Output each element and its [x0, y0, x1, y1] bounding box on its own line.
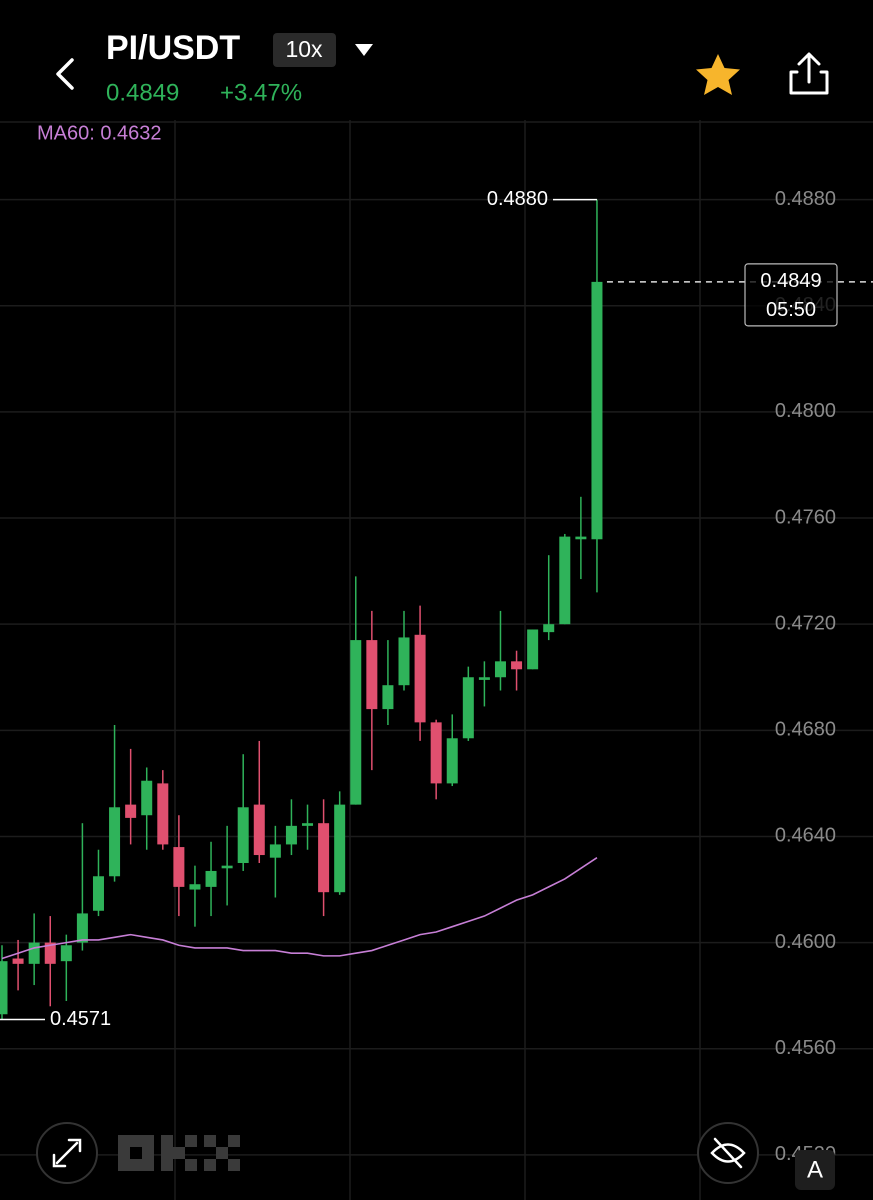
candle-body [28, 942, 40, 964]
candle-body [173, 847, 185, 887]
candle-body [543, 624, 555, 633]
y-tick-label: 0.4760 [775, 506, 836, 528]
candle-body [237, 807, 249, 863]
collapse-icon [52, 1138, 82, 1168]
candle-body [511, 661, 523, 670]
change: +3.47% [220, 79, 302, 106]
candle-body [12, 958, 24, 964]
y-tick-label: 0.4560 [775, 1037, 836, 1059]
y-tick-label: 0.4640 [775, 825, 836, 847]
last-price-tag: 0.4849 [760, 270, 821, 292]
dropdown-arrow[interactable] [355, 44, 373, 56]
y-tick-label: 0.4880 [775, 188, 836, 210]
candle-body [285, 825, 297, 845]
high-label: 0.4880 [487, 188, 548, 210]
auto-button[interactable] [795, 1150, 835, 1190]
candle-body [334, 804, 346, 893]
candle-body [318, 823, 330, 893]
candle-body [189, 884, 201, 890]
pair: PI/USDT [106, 29, 240, 67]
candle-body [125, 804, 137, 818]
leverage: 10x [285, 36, 323, 62]
ma60-line [1, 857, 598, 960]
back-button[interactable] [56, 58, 74, 90]
candle-body [527, 629, 539, 670]
y-tick-label: 0.4720 [775, 612, 836, 634]
leverage-badge[interactable] [273, 33, 336, 67]
candle-body [559, 536, 571, 625]
low-label: 0.4571 [50, 1008, 111, 1030]
candle-body [44, 942, 56, 964]
candle-body [398, 637, 410, 686]
candle-body [0, 961, 8, 1015]
candle-body [430, 722, 442, 784]
candle-body [446, 738, 458, 784]
candle-body [350, 640, 362, 805]
last-price: 0.4849 [106, 79, 179, 106]
candle-body [109, 807, 121, 877]
okx-logo [118, 1135, 240, 1171]
favorite-star[interactable] [696, 54, 740, 95]
candle-body [575, 536, 587, 540]
candle-body [221, 865, 233, 869]
candle-body [253, 804, 265, 856]
last-price-box [744, 263, 838, 327]
hide-icon [710, 1137, 746, 1169]
y-tick-label: 0.4800 [775, 400, 836, 422]
grid [0, 120, 873, 1200]
candle-body [382, 685, 394, 710]
candle-body [478, 677, 490, 680]
auto-label: A [807, 1156, 823, 1183]
ma-legend: MA60: 0.4632 [37, 122, 162, 144]
candle-body [414, 634, 426, 723]
candle-body [76, 913, 88, 943]
candle-body [462, 677, 474, 739]
countdown: 05:50 [766, 299, 816, 321]
candle-body [60, 945, 72, 962]
candle-body [366, 640, 378, 710]
candle-body [92, 876, 104, 911]
candle-body [591, 281, 603, 540]
candle-body [494, 661, 506, 678]
candle-body [269, 844, 281, 858]
y-tick-label: 0.4600 [775, 931, 836, 953]
candle-body [205, 870, 217, 887]
candle-body [302, 823, 314, 826]
candle-body [157, 783, 169, 845]
candle-body [141, 780, 153, 816]
share-button[interactable] [789, 52, 829, 95]
y-tick-label: 0.4680 [775, 719, 836, 741]
